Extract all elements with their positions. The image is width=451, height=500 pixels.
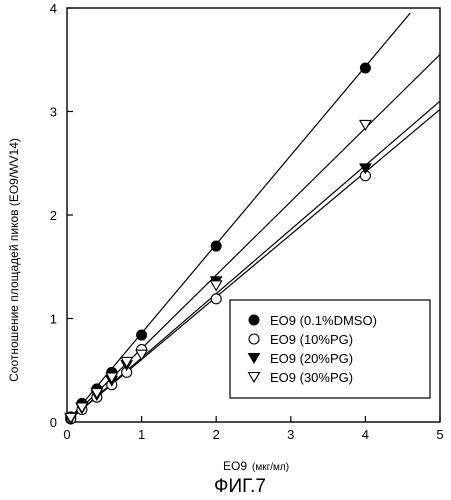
y-tick-label: 3 [50, 105, 57, 120]
y-tick-label: 1 [50, 312, 57, 327]
legend-label: EO9 (0.1%DMSO) [270, 313, 377, 328]
legend-label: EO9 (20%PG) [270, 351, 353, 366]
x-axis-unit: (мкг/мл) [252, 462, 289, 473]
data-point [211, 281, 222, 291]
x-tick-label: 1 [138, 427, 145, 442]
x-tick-label: 2 [213, 427, 220, 442]
legend-marker [249, 334, 259, 344]
y-tick-label: 2 [50, 208, 57, 223]
figure-caption: ФИГ.7 [214, 476, 266, 497]
x-tick-label: 4 [362, 427, 369, 442]
data-point [360, 63, 370, 73]
y-tick-label: 0 [50, 415, 57, 430]
legend-label: EO9 (30%PG) [270, 370, 353, 385]
x-tick-label: 5 [436, 427, 443, 442]
legend: EO9 (0.1%DMSO) EO9 (10%PG) EO9 (20%PG) EO9 … [230, 300, 430, 398]
x-axis-title: EO9 [223, 459, 247, 473]
x-tick-label: 0 [63, 427, 70, 442]
data-point [137, 330, 147, 340]
x-tick-label: 3 [287, 427, 294, 442]
data-point [211, 241, 221, 251]
y-axis-title: Соотношение площадей пиков (EO9/WV14) [7, 138, 21, 382]
y-tick-label: 4 [50, 1, 57, 16]
legend-marker [249, 315, 259, 325]
legend-label: EO9 (10%PG) [270, 332, 353, 347]
data-point [211, 294, 221, 304]
data-point [360, 120, 371, 130]
